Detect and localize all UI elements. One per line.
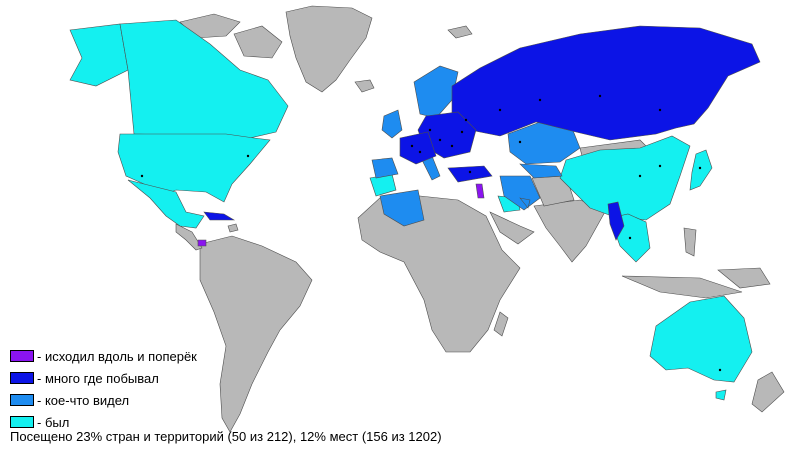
visit-summary: Посещено 23% стран и территорий (50 из 2… xyxy=(10,429,442,444)
israel xyxy=(475,183,485,199)
place-dot xyxy=(498,108,502,112)
place-dot xyxy=(246,154,250,158)
iberia xyxy=(371,157,399,179)
unvisited-land xyxy=(175,5,785,433)
legend-label: - кое-что видел xyxy=(37,392,130,408)
cuba xyxy=(203,211,236,221)
central-america xyxy=(175,223,203,251)
algeria xyxy=(379,189,425,227)
tasmania xyxy=(715,389,727,401)
place-dot xyxy=(628,236,632,240)
new-zealand xyxy=(751,371,785,413)
madagascar xyxy=(493,311,509,337)
place-dot xyxy=(598,94,602,98)
place-dot xyxy=(638,174,642,178)
south-america xyxy=(199,235,313,433)
caribbean-islands xyxy=(227,223,239,233)
russia xyxy=(451,25,761,141)
central-america-spot xyxy=(197,239,207,247)
mexico xyxy=(127,179,205,229)
new-guinea xyxy=(717,267,771,289)
place-dot xyxy=(468,170,472,174)
place-dot xyxy=(698,166,702,170)
place-dot xyxy=(658,108,662,112)
uk-ireland xyxy=(381,109,403,139)
australia xyxy=(649,295,753,383)
svalbard xyxy=(447,25,473,39)
canada xyxy=(119,19,289,139)
visited-places xyxy=(140,94,722,372)
philippines xyxy=(683,227,697,257)
myanmar xyxy=(607,201,625,241)
place-dot xyxy=(658,164,662,168)
place-dot xyxy=(460,130,464,134)
baffin xyxy=(233,25,283,59)
usa xyxy=(117,133,271,203)
place-dot xyxy=(450,144,454,148)
legend-item: - много где побывал xyxy=(10,370,159,386)
arabia-south xyxy=(489,211,535,245)
greenland xyxy=(285,5,373,93)
legend-item: - кое-что видел xyxy=(10,392,129,408)
iran xyxy=(499,175,541,211)
place-dot xyxy=(410,144,414,148)
legend-label: - много где побывал xyxy=(37,370,159,386)
visited-land xyxy=(69,19,761,401)
legend-swatch xyxy=(10,350,34,362)
place-dot xyxy=(718,368,722,372)
place-dot xyxy=(428,128,432,132)
indonesia xyxy=(621,275,743,299)
scandinavia xyxy=(413,65,459,119)
legend-swatch xyxy=(10,416,34,428)
africa xyxy=(357,195,521,353)
place-dot xyxy=(140,174,144,178)
central-europe xyxy=(399,131,437,165)
legend-label: - исходил вдоль и поперёк xyxy=(37,348,197,364)
legend-item: - был xyxy=(10,414,69,430)
place-dot xyxy=(464,118,468,122)
place-dot xyxy=(438,138,442,142)
place-dot xyxy=(418,150,422,154)
alaska xyxy=(69,23,129,87)
legend-label: - был xyxy=(37,414,70,430)
morocco-tunisia xyxy=(369,173,397,197)
turkey xyxy=(447,165,493,183)
caucasus-central-asia xyxy=(519,163,563,179)
iceland xyxy=(354,79,375,93)
place-dot xyxy=(538,98,542,102)
legend-swatch xyxy=(10,372,34,384)
place-dot xyxy=(518,140,522,144)
legend-item: - исходил вдоль и поперёк xyxy=(10,348,197,364)
legend-swatch xyxy=(10,394,34,406)
japan xyxy=(689,149,713,191)
uae xyxy=(519,197,531,209)
china xyxy=(559,135,691,221)
